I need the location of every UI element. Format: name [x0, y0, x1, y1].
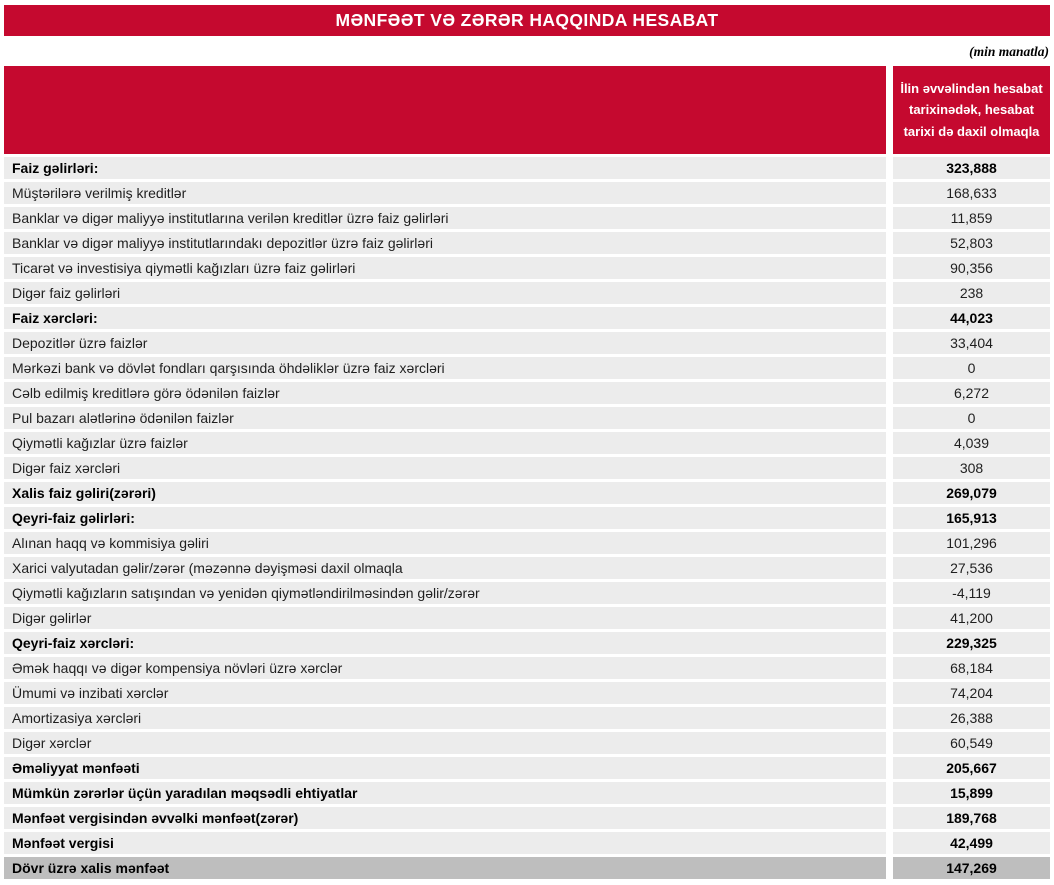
row-value: 238 [893, 282, 1050, 304]
row-value: 147,269 [893, 857, 1050, 879]
row-label: Xalis faiz gəliri(zərəri) [4, 482, 886, 504]
row-value: 60,549 [893, 732, 1050, 754]
row-label: Qiymətli kağızlar üzrə faizlər [4, 432, 886, 454]
row-value: 205,667 [893, 757, 1050, 779]
table-row: Mərkəzi bank və dövlət fondları qarşısın… [4, 357, 1050, 379]
table-row: Qiymətli kağızların satışından və yenidə… [4, 582, 1050, 604]
table-row: Digər gəlirlər 41,200 [4, 607, 1050, 629]
table-row: Banklar və digər maliyyə institutlarında… [4, 232, 1050, 254]
row-value: 269,079 [893, 482, 1050, 504]
row-label: Ümumi və inzibati xərclər [4, 682, 886, 704]
row-value: 27,536 [893, 557, 1050, 579]
table-row: Mənfəət vergisindən əvvəlki mənfəət(zərə… [4, 807, 1050, 829]
table-row: Faiz xərcləri: 44,023 [4, 307, 1050, 329]
table-row: Depozitlər üzrə faizlər 33,404 [4, 332, 1050, 354]
row-label: Digər faiz gəlirləri [4, 282, 886, 304]
page-title: MƏNFƏƏT VƏ ZƏRƏR HAQQINDA HESABAT [335, 10, 719, 30]
header-label-cell [4, 66, 886, 154]
row-label: Ticarət və investisiya qiymətli kağızlar… [4, 257, 886, 279]
row-label: Əməliyyat mənfəəti [4, 757, 886, 779]
row-label: Mənfəət vergisi [4, 832, 886, 854]
row-label: Xarici valyutadan gəlir/zərər (məzənnə d… [4, 557, 886, 579]
row-value: 189,768 [893, 807, 1050, 829]
row-value: -4,119 [893, 582, 1050, 604]
row-label: Digər xərclər [4, 732, 886, 754]
table-body: Faiz gəlirləri: 323,888 Müştərilərə verilm… [4, 157, 1050, 879]
row-label: Depozitlər üzrə faizlər [4, 332, 886, 354]
row-value: 4,039 [893, 432, 1050, 454]
table-row: Digər faiz xərcləri 308 [4, 457, 1050, 479]
table-row: Ümumi və inzibati xərclər 74,204 [4, 682, 1050, 704]
row-value: 33,404 [893, 332, 1050, 354]
table-row: Amortizasiya xərcləri 26,388 [4, 707, 1050, 729]
row-value: 101,296 [893, 532, 1050, 554]
row-label: Banklar və digər maliyyə institutlarına … [4, 207, 886, 229]
unit-note: (min manatla) [969, 44, 1049, 59]
row-label: Banklar və digər maliyyə institutlarında… [4, 232, 886, 254]
row-label: Digər faiz xərcləri [4, 457, 886, 479]
row-value: 90,356 [893, 257, 1050, 279]
row-label: Alınan haqq və kommisiya gəliri [4, 532, 886, 554]
row-value: 52,803 [893, 232, 1050, 254]
table-row: Digər faiz gəlirləri 238 [4, 282, 1050, 304]
table-row: Mənfəət vergisi 42,499 [4, 832, 1050, 854]
row-label: Əmək haqqı və digər kompensiya növləri ü… [4, 657, 886, 679]
table-row: Banklar və digər maliyyə institutlarına … [4, 207, 1050, 229]
table-header-row: İlin əvvəlindən hesabat tarixinədək, hes… [4, 66, 1050, 154]
row-label: Dövr üzrə xalis mənfəət [4, 857, 886, 879]
table-row: Cəlb edilmiş kreditlərə görə ödənilən fa… [4, 382, 1050, 404]
row-label: Müştərilərə verilmiş kreditlər [4, 182, 886, 204]
row-value: 0 [893, 357, 1050, 379]
table-row: Qeyri-faiz xərcləri: 229,325 [4, 632, 1050, 654]
table-row: Qeyri-faiz gəlirləri: 165,913 [4, 507, 1050, 529]
table-row: Xalis faiz gəliri(zərəri) 269,079 [4, 482, 1050, 504]
row-value: 323,888 [893, 157, 1050, 179]
row-value: 11,859 [893, 207, 1050, 229]
table-row: Qiymətli kağızlar üzrə faizlər 4,039 [4, 432, 1050, 454]
row-value: 15,899 [893, 782, 1050, 804]
row-label: Mərkəzi bank və dövlət fondları qarşısın… [4, 357, 886, 379]
row-label: Qeyri-faiz xərcləri: [4, 632, 886, 654]
table-row: Ticarət və investisiya qiymətli kağızlar… [4, 257, 1050, 279]
row-label: Faiz xərcləri: [4, 307, 886, 329]
row-value: 308 [893, 457, 1050, 479]
row-label: Mümkün zərərlər üçün yaradılan məqsədli … [4, 782, 886, 804]
row-label: Mənfəət vergisindən əvvəlki mənfəət(zərə… [4, 807, 886, 829]
report-table: İlin əvvəlindən hesabat tarixinədək, hes… [4, 66, 1050, 879]
table-row: Faiz gəlirləri: 323,888 [4, 157, 1050, 179]
row-label: Faiz gəlirləri: [4, 157, 886, 179]
row-value: 44,023 [893, 307, 1050, 329]
row-value: 68,184 [893, 657, 1050, 679]
table-row: Müştərilərə verilmiş kreditlər 168,633 [4, 182, 1050, 204]
table-row-total: Dövr üzrə xalis mənfəət 147,269 [4, 857, 1050, 879]
row-value: 165,913 [893, 507, 1050, 529]
row-value: 229,325 [893, 632, 1050, 654]
row-label: Pul bazarı alətlərinə ödənilən faizlər [4, 407, 886, 429]
row-label: Qeyri-faiz gəlirləri: [4, 507, 886, 529]
row-value: 26,388 [893, 707, 1050, 729]
row-value: 74,204 [893, 682, 1050, 704]
table-row: Pul bazarı alətlərinə ödənilən faizlər 0 [4, 407, 1050, 429]
row-value: 6,272 [893, 382, 1050, 404]
report-title-bar: MƏNFƏƏT VƏ ZƏRƏR HAQQINDA HESABAT [4, 5, 1050, 36]
table-row: Mümkün zərərlər üçün yaradılan məqsədli … [4, 782, 1050, 804]
row-value: 168,633 [893, 182, 1050, 204]
row-label: Cəlb edilmiş kreditlərə görə ödənilən fa… [4, 382, 886, 404]
row-label: Amortizasiya xərcləri [4, 707, 886, 729]
row-label: Digər gəlirlər [4, 607, 886, 629]
row-value: 42,499 [893, 832, 1050, 854]
table-row: Alınan haqq və kommisiya gəliri 101,296 [4, 532, 1050, 554]
header-value-cell: İlin əvvəlindən hesabat tarixinədək, hes… [893, 66, 1050, 154]
row-label: Qiymətli kağızların satışından və yenidə… [4, 582, 886, 604]
row-value: 0 [893, 407, 1050, 429]
row-value: 41,200 [893, 607, 1050, 629]
table-row: Xarici valyutadan gəlir/zərər (məzənnə d… [4, 557, 1050, 579]
table-row: Əməliyyat mənfəəti 205,667 [4, 757, 1050, 779]
table-row: Digər xərclər 60,549 [4, 732, 1050, 754]
table-row: Əmək haqqı və digər kompensiya növləri ü… [4, 657, 1050, 679]
